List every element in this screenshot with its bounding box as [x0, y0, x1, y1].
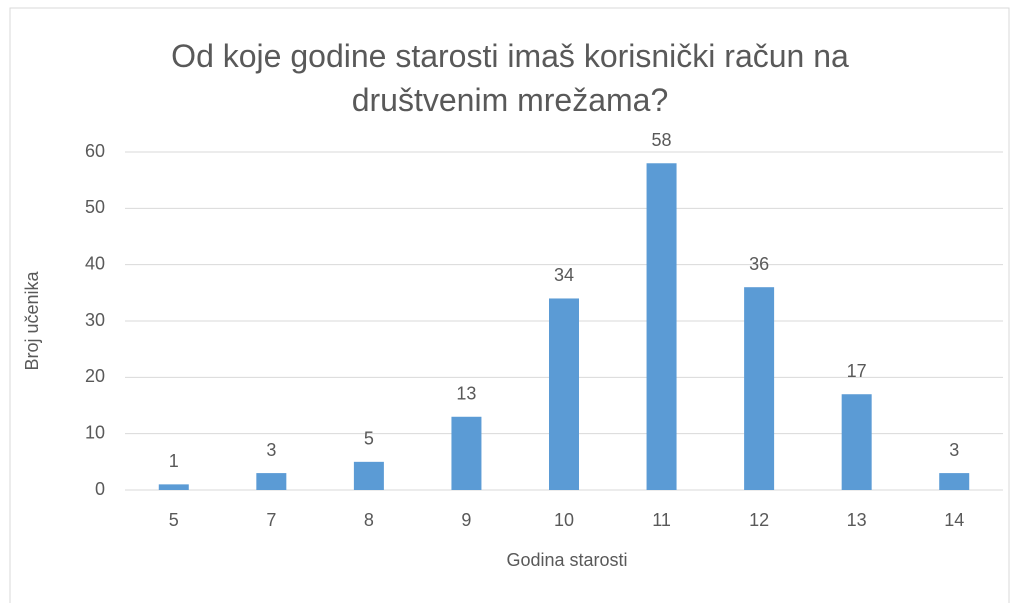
bar	[353, 461, 384, 490]
data-label: 17	[847, 361, 867, 381]
bar	[256, 473, 287, 490]
x-tick-label: 10	[554, 510, 574, 530]
data-label: 36	[749, 254, 769, 274]
data-label: 34	[554, 265, 574, 285]
x-tick-label: 14	[944, 510, 964, 530]
x-axis-title: Godina starosti	[506, 550, 627, 570]
bar	[549, 298, 579, 490]
x-tick-label: 11	[652, 510, 671, 530]
y-tick-label: 60	[85, 141, 105, 161]
y-tick-label: 30	[85, 310, 105, 330]
y-tick-label: 0	[95, 479, 105, 499]
data-label: 13	[456, 384, 476, 404]
x-tick-label: 5	[169, 510, 179, 530]
bar	[158, 484, 189, 490]
y-tick-label: 50	[85, 197, 105, 217]
data-label: 58	[652, 130, 672, 150]
data-label: 5	[364, 429, 374, 449]
bar	[841, 394, 872, 490]
x-tick-label: 9	[461, 510, 471, 530]
bar	[744, 287, 775, 490]
x-tick-label: 12	[749, 510, 769, 530]
y-tick-label: 20	[85, 366, 105, 386]
chart-title: Od koje godine starosti imaš korisnički …	[171, 38, 849, 118]
y-tick-label: 10	[85, 422, 105, 442]
data-label: 3	[949, 440, 959, 460]
bar	[451, 416, 482, 490]
bar	[939, 473, 970, 490]
x-tick-label: 8	[364, 510, 374, 530]
chart-border	[9, 7, 1010, 603]
y-axis-title: Broj učenika	[22, 270, 42, 370]
x-tick-label: 13	[847, 510, 867, 530]
x-tick-label: 7	[266, 510, 276, 530]
y-tick-label: 40	[85, 253, 105, 273]
bar	[646, 163, 677, 490]
data-label: 3	[266, 440, 276, 460]
data-label: 1	[169, 451, 179, 471]
